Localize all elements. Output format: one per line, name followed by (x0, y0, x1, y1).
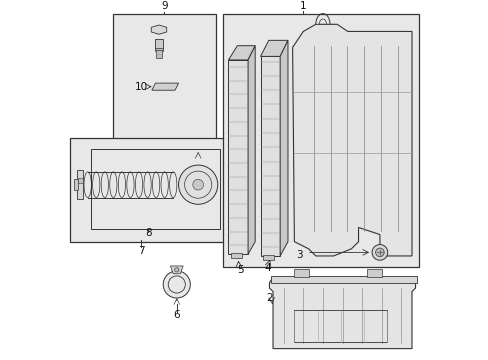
Polygon shape (247, 46, 255, 254)
Text: 4: 4 (264, 264, 270, 274)
Text: 1: 1 (299, 1, 306, 12)
Polygon shape (280, 40, 287, 256)
Text: 8: 8 (144, 228, 151, 238)
Bar (154, 48, 163, 51)
Polygon shape (170, 266, 183, 274)
Bar (78, 177, 82, 183)
Circle shape (178, 165, 217, 204)
Polygon shape (152, 83, 178, 90)
Bar (112, 14, 216, 145)
Polygon shape (228, 60, 247, 254)
Bar (77, 170, 83, 199)
Bar (271, 276, 416, 283)
Bar (294, 310, 386, 342)
Circle shape (192, 179, 203, 190)
Bar (223, 14, 418, 267)
Text: 7: 7 (138, 246, 144, 256)
Polygon shape (151, 25, 166, 34)
Text: 2: 2 (265, 293, 272, 303)
Bar (74, 179, 78, 190)
Circle shape (163, 271, 190, 298)
Polygon shape (292, 24, 411, 256)
Polygon shape (228, 46, 255, 60)
Text: 10: 10 (134, 82, 147, 92)
Text: 3: 3 (296, 250, 303, 260)
Bar (294, 270, 308, 277)
Bar (231, 253, 242, 258)
Bar (70, 138, 241, 242)
Polygon shape (260, 57, 280, 256)
Bar (91, 149, 219, 229)
Bar (155, 39, 162, 49)
Bar (156, 50, 162, 58)
Circle shape (174, 268, 179, 272)
Text: 5: 5 (236, 265, 243, 275)
Text: 6: 6 (173, 310, 180, 320)
Bar (263, 255, 273, 260)
Polygon shape (269, 277, 415, 348)
Circle shape (375, 248, 384, 257)
Circle shape (371, 244, 387, 260)
Bar (366, 270, 381, 277)
Text: 9: 9 (161, 1, 167, 12)
Polygon shape (260, 40, 287, 57)
